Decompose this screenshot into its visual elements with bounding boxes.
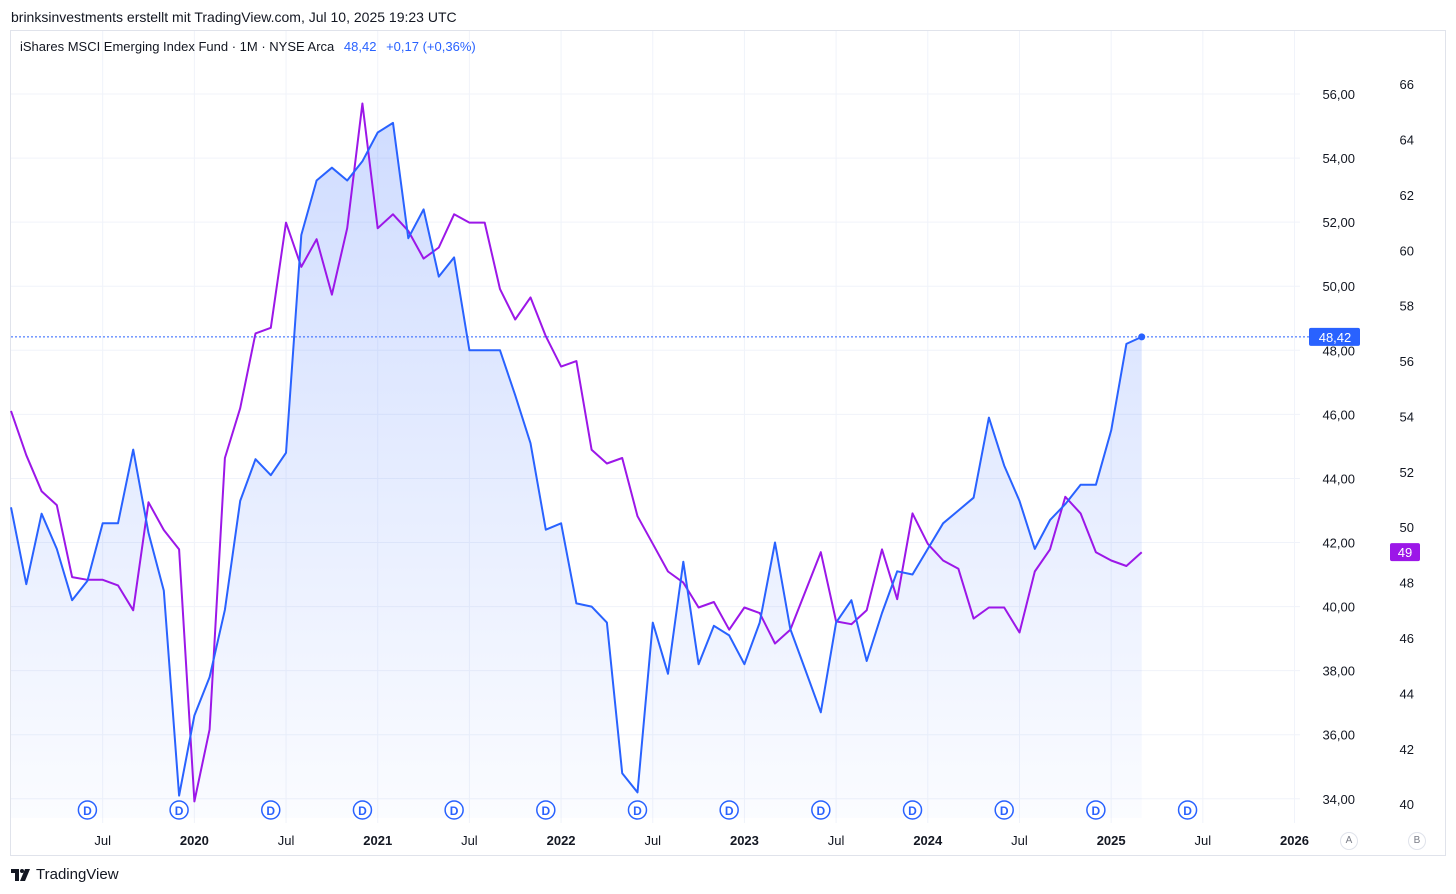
last-value-labels: 48,42 49: [1309, 327, 1420, 562]
dividend-marker-circle: [444, 800, 464, 820]
right-axis-tick-label: 56,00: [1322, 87, 1355, 102]
time-axis: Jul 2020 Jul 2021 Jul 2022 Jul 2023 Jul 2024 Jul 20…: [94, 833, 1309, 848]
time-axis-label: Jul: [828, 833, 845, 848]
far-right-axis-tick-label: 50: [1400, 520, 1414, 535]
dividend-marker-letter: D: [633, 804, 642, 818]
tradingview-logo-icon: [11, 868, 30, 881]
series-lines: [10, 102, 1143, 803]
primary-last-value-text: 48,42: [1319, 330, 1352, 345]
footer-brand: TradingView: [11, 866, 119, 883]
time-axis-label: Jul: [1011, 833, 1028, 848]
right-axis-tick-label: 36,00: [1322, 728, 1355, 743]
far-right-axis-tick-label: 66: [1400, 77, 1414, 92]
dividend-marker-circle: [1177, 800, 1198, 820]
far-right-axis-tick-label: 54: [1400, 409, 1414, 424]
far-right-axis-tick-label: 62: [1400, 188, 1414, 203]
right-axis-tick-label: 40,00: [1322, 600, 1355, 615]
dividend-marker-letter: D: [175, 804, 184, 818]
dividend-marker-letter: D: [908, 804, 917, 818]
far-right-axis-tick-label: 60: [1400, 243, 1414, 258]
time-axis-label: 2021: [363, 833, 392, 848]
far-right-axis-tick-label: 52: [1400, 465, 1414, 480]
right-axis-tick-label: 54,00: [1322, 151, 1355, 166]
far-right-axis-tick-label: 46: [1400, 631, 1414, 646]
time-axis-label: 2025: [1097, 833, 1126, 848]
time-axis-label: 2024: [913, 833, 943, 848]
secondary-last-value-badge: [1390, 543, 1420, 562]
dividend-marker-circle: [627, 800, 648, 820]
time-axis-label: 2022: [547, 833, 576, 848]
price-change: +0,17 (+0,36%): [386, 39, 476, 54]
right-axis-tick-label: 48,00: [1322, 343, 1355, 358]
auto-scale-button[interactable]: A: [1340, 832, 1358, 850]
dividend-marker-circle: [169, 800, 189, 820]
last-price-dot: [1138, 333, 1146, 341]
primary-series-line: [10, 121, 1143, 797]
last-price: 48,42: [343, 39, 377, 54]
dividend-marker-letter: D: [1092, 804, 1101, 818]
time-axis-label: 2023: [730, 833, 759, 848]
dividend-marker-circle: [77, 800, 98, 820]
far-right-price-axis: 66 64 62 60 58 56 54 52 50 48 46 44 42 40: [1400, 77, 1414, 812]
dividend-marker-letter: D: [266, 804, 275, 818]
dividend-marker-circle: [719, 800, 739, 820]
right-axis-tick-label: 44,00: [1322, 471, 1355, 486]
time-axis-label: Jul: [1195, 833, 1212, 848]
symbol-legend[interactable]: iShares MSCI Emerging Index Fund · 1M · …: [20, 39, 476, 54]
dividend-marker-letter: D: [541, 804, 550, 818]
dividend-marker-letter: D: [83, 804, 92, 818]
right-axis-tick-label: 46,00: [1322, 407, 1355, 422]
dividend-marker-circle: [352, 800, 373, 820]
time-axis-label: Jul: [461, 833, 478, 848]
dividend-marker-letter: D: [725, 804, 734, 818]
time-axis-label: 2020: [180, 833, 209, 848]
right-axis-tick-label: 34,00: [1322, 792, 1355, 807]
far-right-axis-tick-label: 48: [1400, 576, 1414, 591]
dividend-marker-letter: D: [817, 804, 826, 818]
attribution-text: brinksinvestments erstellt mit TradingVi…: [11, 9, 457, 25]
far-right-axis-tick-label: 42: [1400, 742, 1414, 757]
right-axis-tick-label: 52,00: [1322, 215, 1355, 230]
brand-name: TradingView: [36, 866, 119, 883]
dividend-marker-letter: D: [358, 804, 367, 818]
log-scale-button[interactable]: B: [1408, 832, 1426, 850]
far-right-axis-tick-label: 56: [1400, 354, 1414, 369]
far-right-axis-tick-label: 58: [1400, 299, 1414, 314]
right-axis-tick-label: 38,00: [1322, 664, 1355, 679]
dividend-marker-circle: [902, 800, 923, 820]
last-price-line: [11, 333, 1310, 341]
symbol-name: iShares MSCI Emerging Index Fund · 1M · …: [20, 39, 335, 54]
chart-frame: [10, 30, 1446, 856]
dividend-marker-letter: D: [1000, 804, 1009, 818]
secondary-series-line: [10, 102, 1143, 803]
right-price-axis: 56,00 54,00 52,00 50,00 48,00 46,00 44,00 42,00…: [1322, 87, 1355, 807]
area-fill: [11, 122, 1142, 818]
far-right-axis-tick-label: 40: [1400, 797, 1414, 812]
dividend-marker-circle: [811, 800, 831, 820]
dividend-marker-circle: [1086, 800, 1106, 820]
primary-last-value-badge: [1309, 327, 1360, 346]
far-right-axis-tick-label: 44: [1400, 686, 1414, 701]
series-area-fill: [11, 122, 1142, 818]
dividend-marker-letter: D: [450, 804, 459, 818]
right-axis-tick-label: 50,00: [1322, 279, 1355, 294]
far-right-axis-tick-label: 64: [1400, 133, 1414, 148]
dividend-marker-letter: D: [1183, 804, 1192, 818]
time-axis-label: Jul: [644, 833, 661, 848]
dividend-marker-circle: [994, 800, 1014, 820]
right-axis-tick-label: 42,00: [1322, 536, 1355, 551]
time-axis-label: 2026: [1280, 833, 1309, 848]
time-axis-label: Jul: [94, 833, 111, 848]
time-axis-label: Jul: [278, 833, 295, 848]
dividend-marker-circle: [261, 800, 281, 820]
secondary-last-value-text: 49: [1398, 545, 1412, 560]
dividend-marker-circle: [536, 800, 556, 820]
